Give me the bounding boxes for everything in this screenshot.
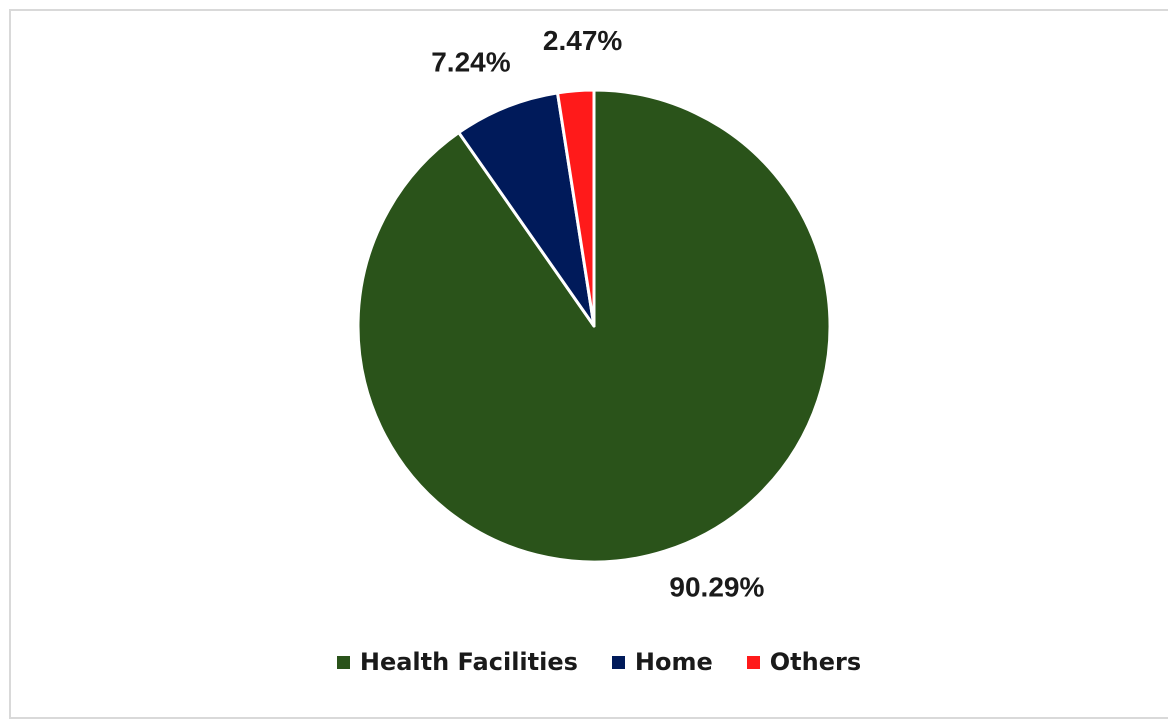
legend-item-others: Others: [746, 648, 862, 676]
pie-slices: [356, 88, 832, 564]
data-label-health-facilities: 90.29%: [669, 572, 764, 603]
data-label-home: 7.24%: [431, 46, 510, 77]
legend-label-health-facilities: Health Facilities: [359, 648, 578, 676]
legend: Health Facilities Home Others: [0, 648, 1168, 676]
legend-label-others: Others: [769, 648, 862, 676]
pie-slice-others: [556, 88, 596, 328]
legend-item-home: Home: [611, 648, 713, 676]
pie-chart: 90.29% 7.24% 2.47%: [356, 25, 832, 603]
pie-slice-home: [457, 91, 596, 328]
legend-item-health-facilities: Health Facilities: [336, 648, 578, 676]
legend-swatch-health-facilities: [336, 655, 350, 669]
legend-label-home: Home: [634, 648, 713, 676]
data-label-others: 2.47%: [543, 25, 622, 56]
legend-swatch-home: [611, 655, 625, 669]
legend-swatch-others: [746, 655, 760, 669]
pie-data-labels: 90.29% 7.24% 2.47%: [431, 25, 764, 602]
